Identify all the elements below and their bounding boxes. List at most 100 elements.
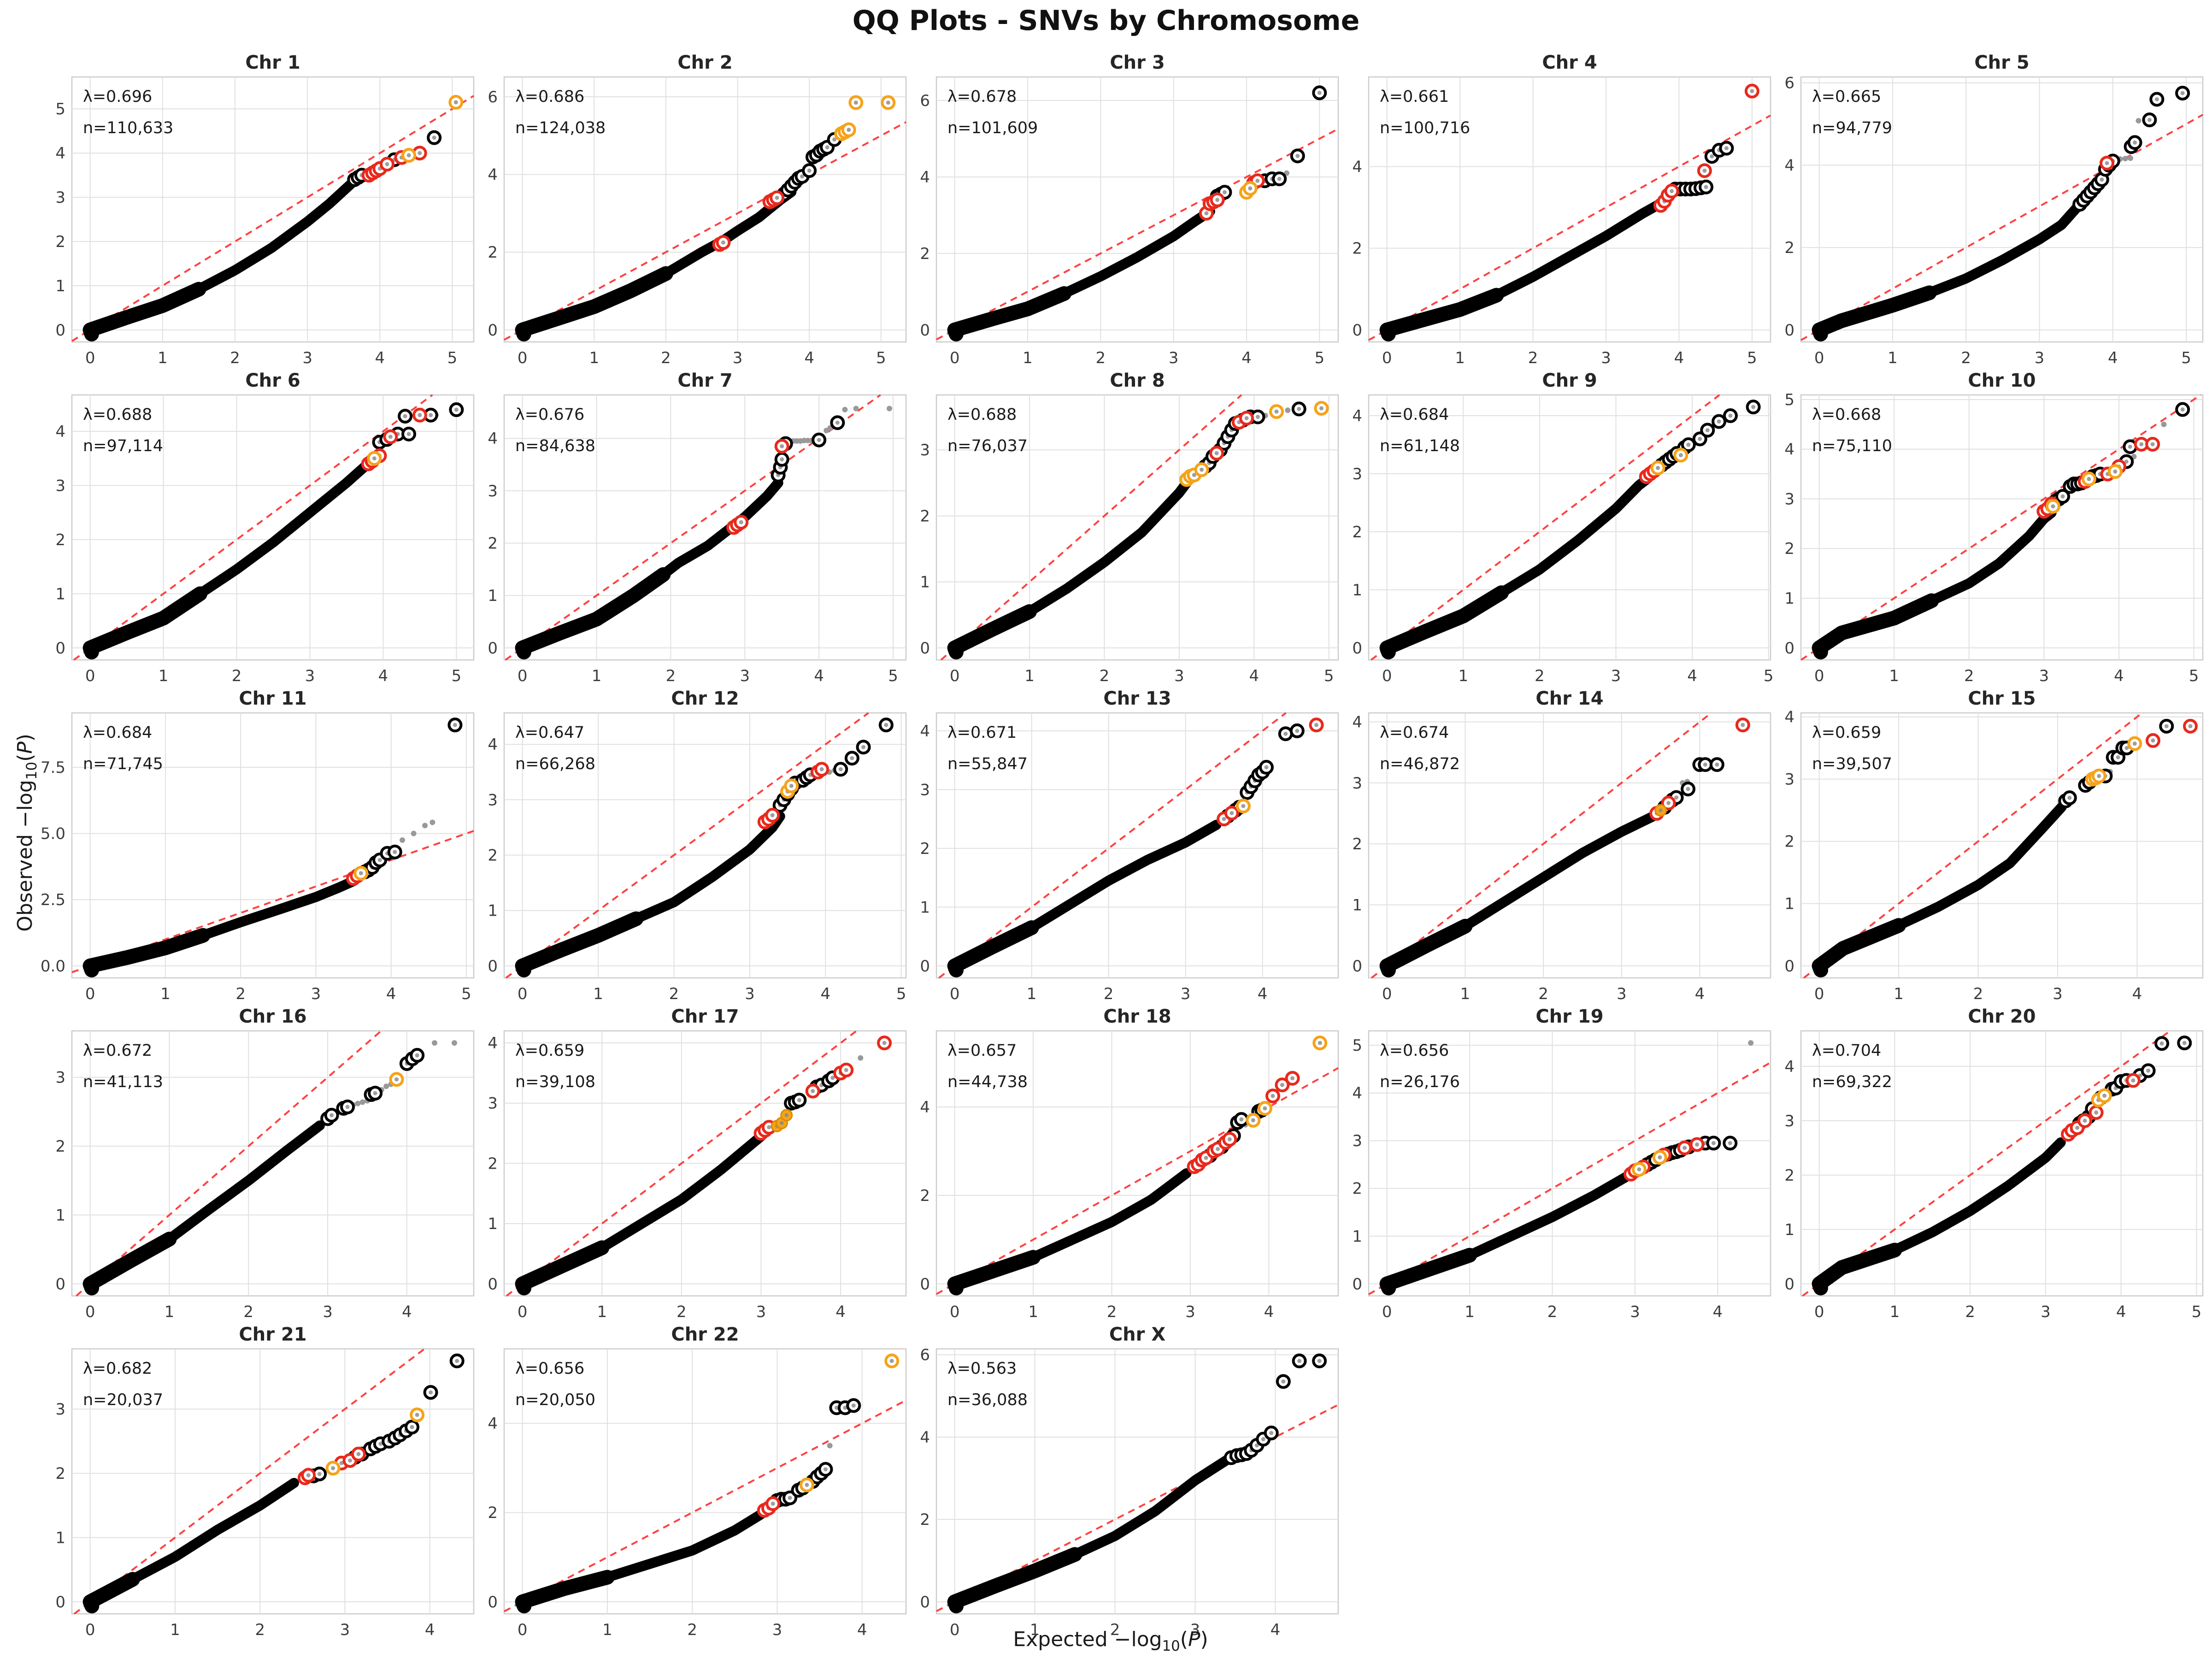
y-tick-label: 5.0 [41, 825, 65, 843]
gray-outlier-dot [383, 1083, 389, 1089]
x-tick-label: 2 [243, 1303, 253, 1321]
y-tick-label: 5 [55, 100, 65, 118]
x-tick-label: 1 [1455, 349, 1465, 367]
x-tick-label: 1 [1894, 985, 1904, 1003]
y-tick-label: 2 [1352, 240, 1362, 258]
x-tick-label: 1 [170, 1621, 180, 1639]
n-annotation: n=44,738 [947, 1073, 1028, 1091]
x-tick-label: 4 [402, 1303, 412, 1321]
x-tick-label: 2 [661, 349, 671, 367]
black-outlier-circle-center [1715, 762, 1719, 767]
red-outlier-circle-center [1314, 723, 1319, 727]
identity-reference-line [73, 394, 433, 661]
axes-frame [71, 712, 475, 979]
lambda-annotation: λ=0.657 [947, 1041, 1017, 1060]
black-outlier-circle-center [1264, 765, 1269, 770]
x-tick-label: 0 [518, 985, 528, 1003]
black-outlier-circle-center [2100, 177, 2104, 182]
qq-point-band-dense [82, 1572, 140, 1613]
y-tick-label: 3 [920, 781, 930, 799]
qq-point-band-dense [515, 1240, 610, 1295]
x-tick-label: 3 [323, 1303, 333, 1321]
orange-outlier-circle-center [1658, 1155, 1662, 1160]
x-tick-label: 4 [857, 1621, 867, 1639]
y-tick-label: 4 [488, 1415, 498, 1433]
subplot-chr-x: 0 1 2 3 4 0 2 4 6 Chr X λ=0.563 n=36,088 [920, 1324, 1339, 1639]
x-tick-label: 0 [85, 985, 95, 1003]
y-tick-label: 3 [1784, 1112, 1794, 1130]
n-annotation: n=100,716 [1380, 119, 1470, 137]
subplot-chr-9: 0 1 2 3 4 5 0 1 2 3 4 Chr 9 λ=0.684 n=61,148 [1352, 370, 1773, 685]
y-tick-label: 1 [55, 1529, 65, 1547]
y-tick-label: 4 [920, 722, 930, 741]
y-tick-label: 4 [920, 1428, 930, 1447]
black-outlier-circle-center [1317, 90, 1322, 95]
x-tick-label: 3 [2053, 985, 2063, 1003]
orange-outlier-circle-center [847, 128, 851, 132]
y-tick-label: 0 [920, 1593, 930, 1612]
orange-outlier-circle-center [889, 1359, 894, 1363]
black-outlier-circle-center [1728, 1141, 1732, 1146]
subplot-chr-4: 0 1 2 3 4 5 0 2 4 Chr 4 λ=0.661 n=100,716 [1352, 52, 1771, 367]
black-outlier-circle-center [329, 1113, 334, 1118]
y-tick-label: 2 [920, 245, 930, 263]
lambda-annotation: λ=0.676 [515, 406, 584, 424]
n-annotation: n=97,114 [83, 437, 163, 455]
black-outlier-circle-center [1281, 1379, 1286, 1384]
orange-outlier-circle-center [853, 100, 858, 105]
x-tick-label: 3 [740, 667, 750, 685]
red-outlier-circle-center [339, 1461, 344, 1465]
red-outlier-circle-center [1227, 1137, 1232, 1141]
subplot-chr-14: 0 1 2 3 4 0 1 2 3 4 Chr 14 λ=0.674 n=46,872 [1352, 688, 1771, 1003]
qq-point-band-dense [82, 586, 208, 659]
y-tick-label: 4 [1784, 708, 1794, 726]
y-tick-label: 4 [55, 423, 65, 441]
x-tick-label: 1 [602, 1621, 612, 1639]
x-tick-label: 4 [375, 349, 385, 367]
x-tick-label: 3 [2039, 667, 2049, 685]
gray-outlier-dot [429, 819, 435, 825]
x-tick-label: 1 [1888, 349, 1898, 367]
x-tick-label: 3 [1601, 349, 1611, 367]
y-tick-label: 3 [55, 1400, 65, 1419]
y-tick-label: 2 [1784, 1166, 1794, 1185]
axes-frame [1368, 76, 1771, 343]
black-outlier-circle-center [2060, 494, 2065, 499]
identity-reference-line [505, 394, 881, 661]
orange-outlier-circle-center [805, 1483, 809, 1487]
red-outlier-circle-center [1280, 1082, 1284, 1087]
y-tick-label: 2 [1784, 239, 1794, 257]
x-tick-label: 0 [1382, 985, 1392, 1003]
x-tick-label: 0 [518, 667, 528, 685]
black-outlier-circle-center [835, 420, 840, 425]
orange-outlier-circle-center [1678, 453, 1683, 458]
y-tick-label: 4 [1784, 441, 1794, 459]
lambda-annotation: λ=0.684 [1380, 406, 1449, 424]
red-outlier-circle-center [771, 1501, 775, 1506]
n-annotation: n=71,745 [83, 755, 163, 773]
y-tick-label: 1 [55, 277, 65, 295]
x-tick-label: 2 [1961, 349, 1971, 367]
x-tick-label: 0 [950, 1621, 960, 1639]
x-tick-label: 4 [2114, 667, 2124, 685]
black-outlier-circle-center [406, 432, 411, 436]
red-outlier-circle-center [844, 1068, 848, 1072]
y-tick-label: 3 [55, 1069, 65, 1087]
orange-outlier-circle-center [1319, 406, 1324, 411]
x-tick-label: 3 [772, 1621, 782, 1639]
x-tick-label: 0 [85, 1303, 95, 1321]
black-outlier-circle-center [317, 1471, 322, 1476]
gray-outlier-dot [858, 1055, 864, 1061]
x-tick-label: 3 [1169, 349, 1179, 367]
red-outlier-circle-center [306, 1473, 311, 1477]
x-tick-label: 1 [1024, 667, 1035, 685]
y-tick-label: 2.5 [41, 891, 65, 909]
y-tick-label: 4 [1784, 156, 1794, 175]
y-tick-label: 0 [488, 1275, 498, 1294]
y-tick-label: 0 [55, 1593, 65, 1612]
black-outlier-circle-center [851, 1403, 856, 1408]
orange-outlier-circle-center [1263, 1106, 1267, 1111]
gray-outlier-dot [853, 406, 859, 412]
red-outlier-circle-center [2094, 1110, 2099, 1115]
